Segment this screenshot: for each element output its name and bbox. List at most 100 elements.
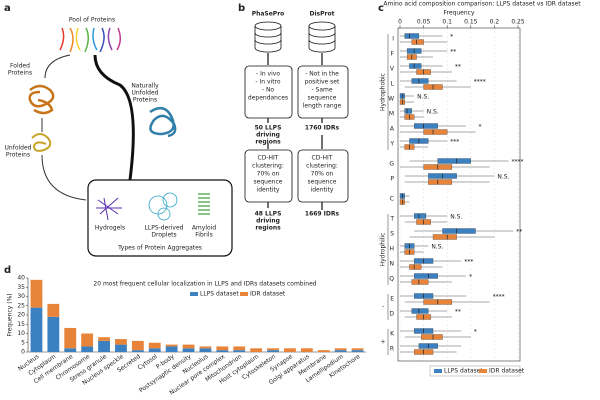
category-label: R — [390, 346, 394, 353]
bar-segment — [351, 348, 364, 351]
criteria-text: sequence — [308, 95, 337, 102]
box — [411, 308, 429, 314]
y-tick-label: 0 — [21, 349, 25, 356]
unfolded-label: Proteins — [6, 152, 30, 159]
category-label: M — [389, 111, 394, 118]
box — [411, 39, 424, 45]
result-text: 48 LLPS — [255, 211, 282, 218]
count-text: 50 LLPS — [255, 125, 282, 132]
significance-label: * — [479, 124, 482, 131]
box — [404, 33, 420, 39]
clustering-text: clustering: — [252, 163, 284, 170]
box — [423, 129, 448, 135]
clustering-text: clustering: — [306, 163, 338, 170]
folded-label: Proteins — [8, 70, 32, 77]
box — [414, 213, 427, 219]
x-tick-label: Cytosol — [137, 353, 159, 372]
clustering-text: sequence — [254, 179, 283, 186]
significance-label: ** — [455, 309, 461, 316]
category-label: F — [391, 51, 395, 58]
category-label: A — [390, 126, 395, 133]
category-label: L — [391, 81, 395, 88]
bar-segment — [267, 350, 279, 352]
count-text: regions — [255, 139, 281, 146]
category-label: Y — [389, 141, 394, 148]
significance-label: N.S. — [427, 109, 439, 116]
bar-segment — [233, 350, 246, 352]
bar-segment — [334, 348, 347, 351]
db-label: PhaSePro — [252, 11, 285, 18]
significance-label: ** — [516, 229, 522, 236]
bar-segment — [131, 340, 144, 351]
significance-label: N.S. — [450, 214, 462, 221]
aggregate-label: Fibrils — [195, 232, 212, 239]
x-axis-title: Frequency — [444, 10, 475, 17]
bar-segment — [199, 346, 212, 349]
count-text: driving — [256, 132, 280, 139]
bar-segment — [148, 342, 161, 349]
chart-title: Amino acid composition comparison: LLPS … — [383, 1, 581, 8]
group-label: Hydrophilic — [380, 233, 387, 267]
panel-label: c — [378, 3, 384, 14]
criteria-text: - In vitro — [255, 79, 280, 86]
legend-swatch — [240, 292, 248, 296]
aggregate-label: Hydrogels — [95, 225, 125, 232]
box — [442, 228, 476, 234]
box — [428, 179, 453, 185]
result-text: driving — [256, 218, 280, 225]
x-tick-label: 0.2 — [490, 19, 500, 26]
panel-b-art — [244, 21, 349, 210]
panel-a-art — [28, 27, 233, 257]
significance-label: ** — [450, 49, 456, 56]
bar-segment — [182, 344, 195, 349]
bar-segment — [216, 350, 229, 352]
pool-label: Pool of Proteins — [69, 17, 115, 24]
aggregate-label: LLPS-derived — [145, 225, 184, 232]
bar-segment — [115, 339, 127, 345]
bar-segment — [334, 350, 347, 352]
result-text: 1669 IDRs — [305, 211, 340, 218]
category-label: E — [390, 296, 394, 303]
box — [404, 108, 412, 114]
criteria-text: length range — [303, 103, 342, 110]
y-tick-label: 40 — [17, 275, 25, 282]
category-label: D — [389, 311, 394, 318]
significance-label: **** — [493, 294, 505, 301]
bar-segment — [131, 350, 144, 352]
significance-label: *** — [464, 259, 473, 266]
group-label: Hydrophobic — [380, 73, 387, 111]
bar-segment — [351, 350, 364, 352]
category-label: V — [390, 66, 395, 73]
category-label: K — [390, 331, 395, 338]
plot-frame — [397, 27, 521, 362]
bar-segment — [47, 303, 60, 317]
bar-segment — [148, 348, 161, 352]
box — [421, 334, 443, 340]
y-tick-label: 35 — [17, 284, 25, 291]
bar-segment — [30, 307, 43, 352]
category-label: H — [389, 246, 394, 253]
box — [437, 158, 471, 164]
y-tick-label: 20 — [17, 312, 25, 319]
clustering-text: sequence — [308, 179, 337, 186]
box — [414, 273, 438, 279]
significance-label: N.S. — [497, 174, 509, 181]
y-tick-label: 30 — [17, 293, 25, 300]
bar-segment — [115, 344, 127, 352]
naturally-unfolded-label: Naturally — [131, 83, 159, 90]
category-label: I — [392, 36, 394, 43]
category-label: Q — [389, 276, 394, 283]
panel-label: a — [4, 3, 11, 14]
significance-label: ** — [455, 64, 461, 71]
bar-segment — [199, 348, 212, 352]
folded-label: Folded — [10, 63, 30, 70]
box — [411, 78, 429, 84]
bar-segment — [98, 340, 110, 352]
legend-swatch — [190, 292, 198, 296]
bar-segment — [216, 346, 229, 351]
naturally-unfolded-label: Proteins — [133, 97, 157, 104]
category-label: P — [390, 176, 394, 183]
aggregates-title: Types of Protein Aggregates — [117, 245, 202, 252]
bar-segment — [250, 348, 263, 352]
criteria-text: - In vivo — [256, 71, 280, 78]
